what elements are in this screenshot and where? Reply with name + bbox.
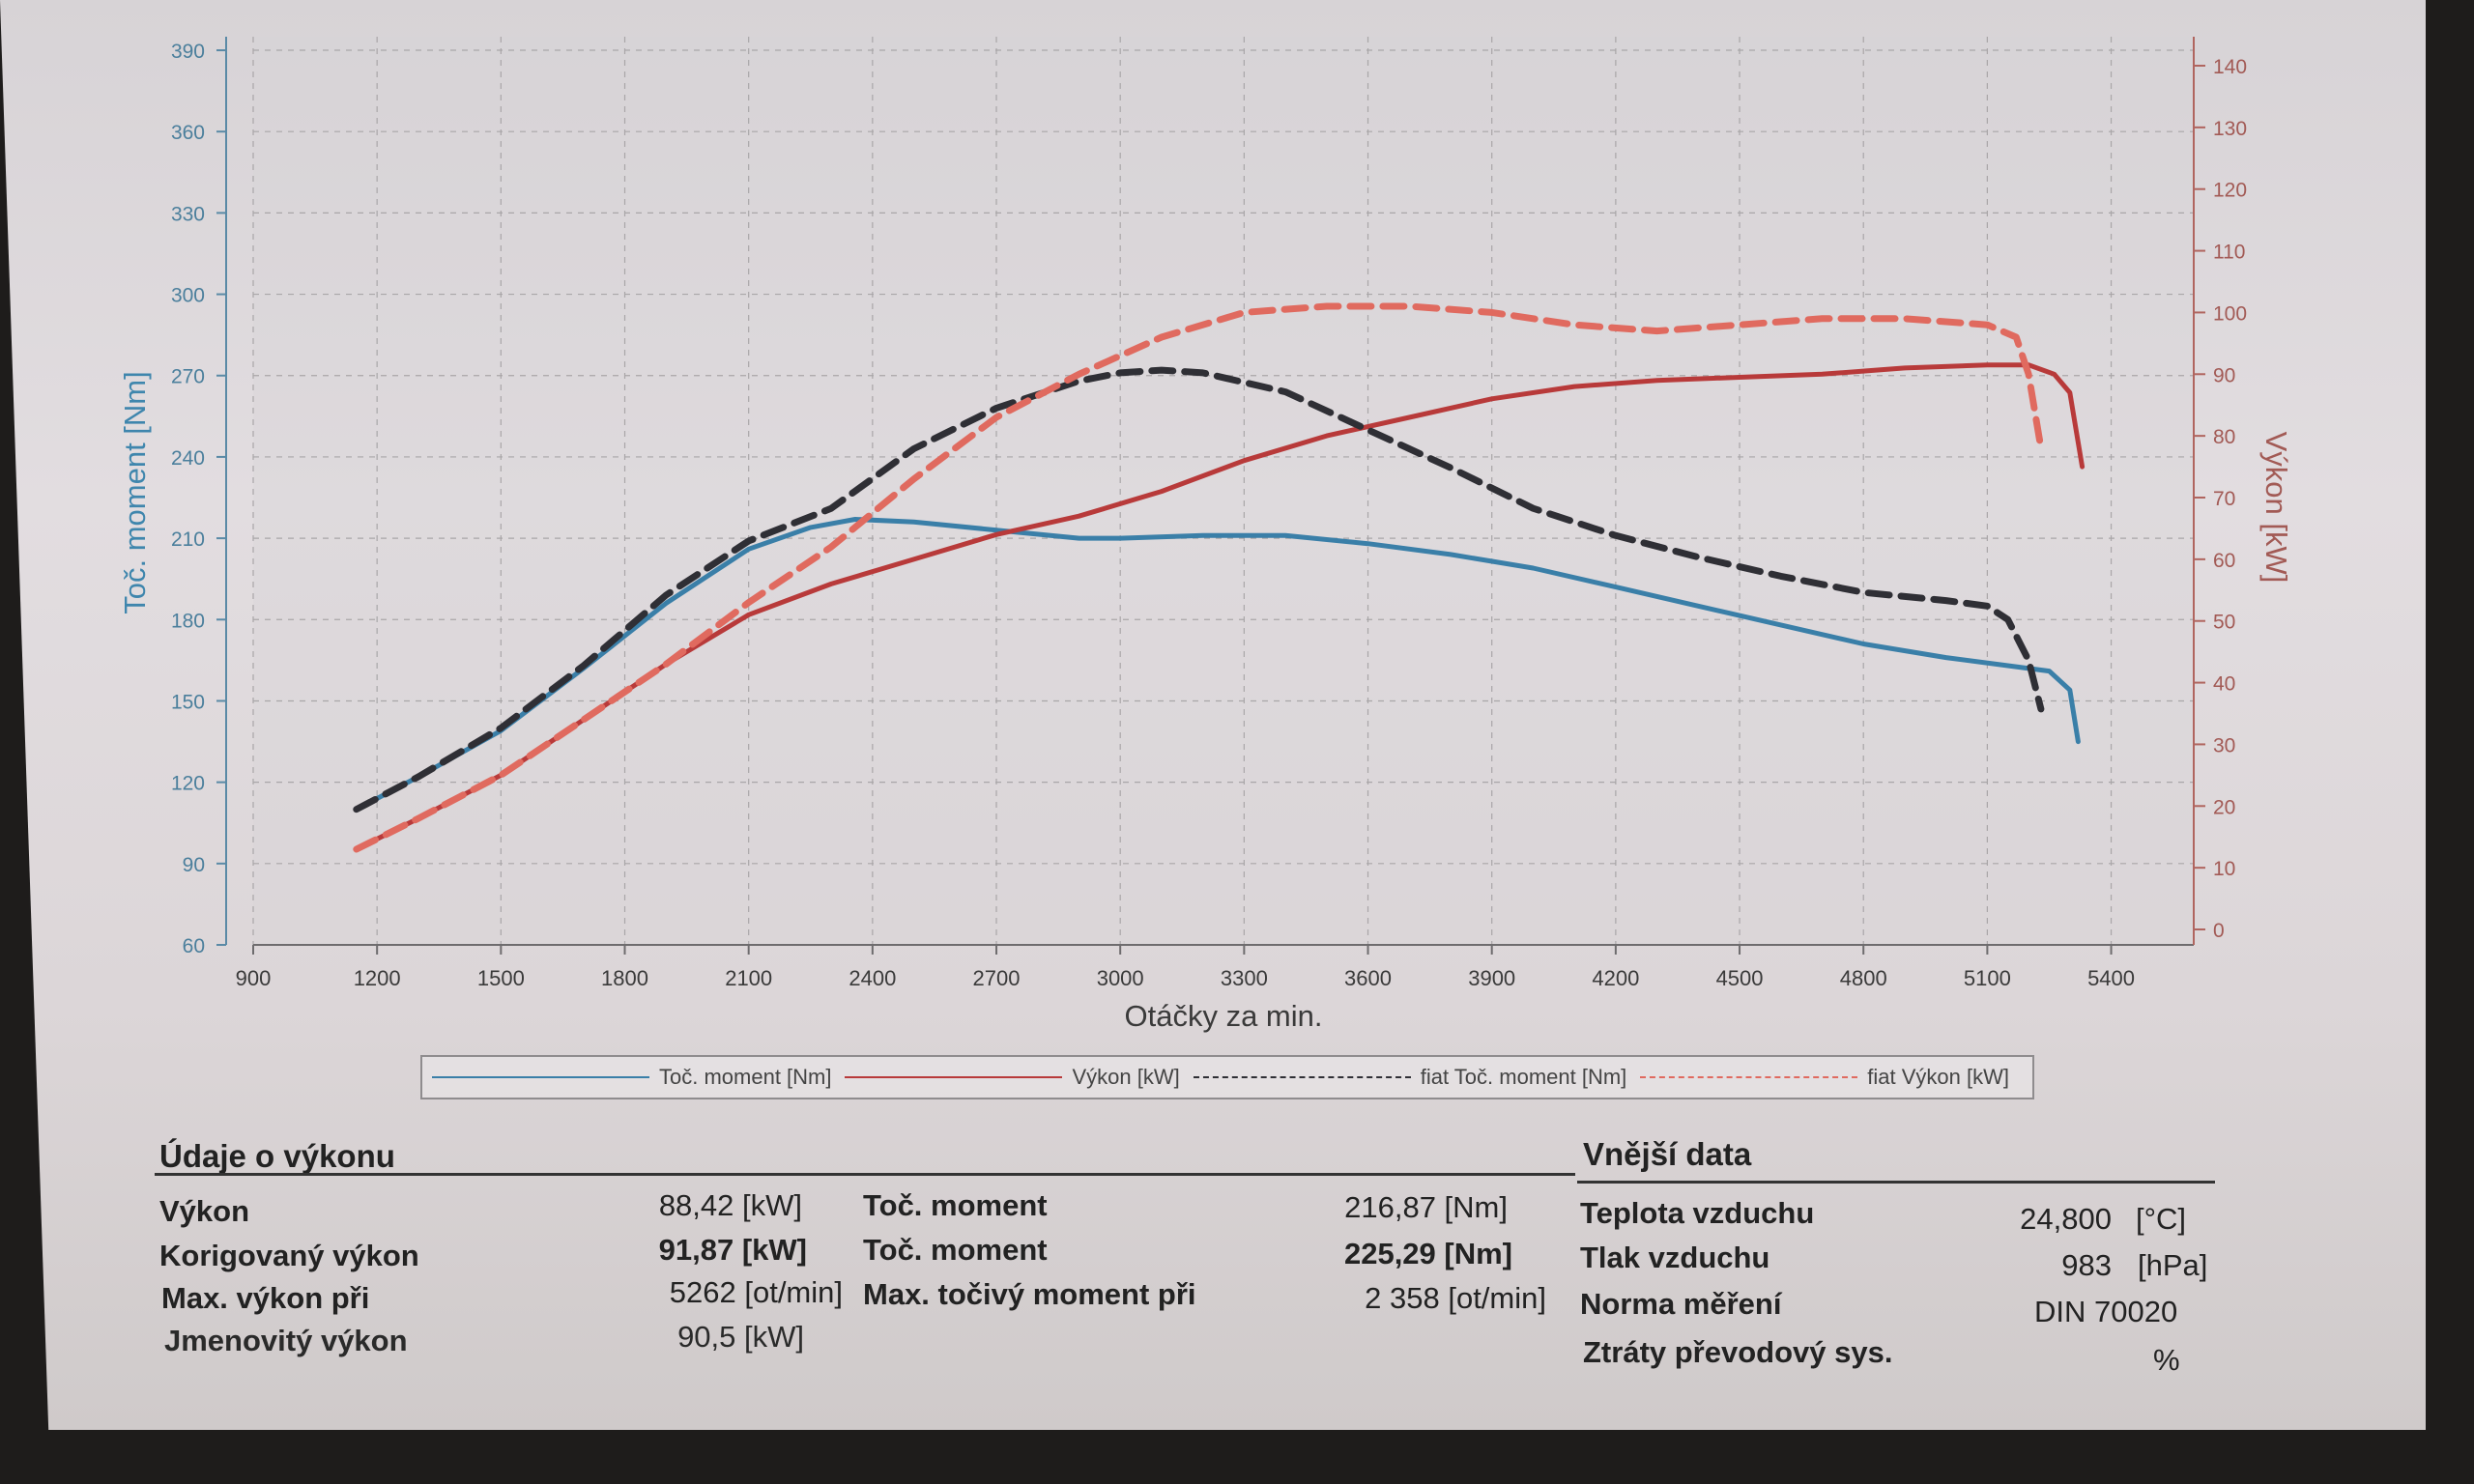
y-left-axis-title: Toč. moment [Nm] — [118, 371, 152, 614]
ext-label-2: Norma měření — [1580, 1287, 1782, 1321]
x-tick-label: 5100 — [1964, 966, 2011, 990]
perf-value-0: 88,42 [kW] — [658, 1188, 802, 1222]
x-tick-label: 5400 — [2087, 966, 2135, 990]
perf-label-1: Korigovaný výkon — [159, 1239, 419, 1272]
y-right-tick-label: 80 — [2213, 426, 2235, 448]
legend-item-fiat-torque: fiat Toč. moment [Nm] — [1193, 1065, 1627, 1090]
y-right-tick-label: 110 — [2213, 242, 2245, 264]
ext-label-0: Teplota vzduchu — [1580, 1196, 1815, 1230]
y-right-tick-label: 50 — [2213, 612, 2235, 634]
x-tick-label: 3600 — [1344, 966, 1392, 990]
ext-value-2: DIN 70020 — [2034, 1295, 2178, 1328]
legend-swatch-fiat-torque — [1193, 1076, 1411, 1078]
perf-label-2: Max. výkon při — [161, 1281, 370, 1315]
y-right-tick-label: 40 — [2213, 673, 2235, 696]
x-tick-label: 1800 — [601, 966, 648, 990]
legend-swatch-fiat-power — [1640, 1076, 1858, 1078]
y-right-tick-label: 20 — [2213, 796, 2235, 818]
y-right-tick-label: 0 — [2213, 920, 2225, 942]
y-right-tick-label: 30 — [2213, 734, 2235, 756]
performance-rule — [155, 1173, 1575, 1176]
y-left-tick-label: 360 — [171, 122, 205, 144]
perf-label-0: Výkon — [159, 1194, 250, 1228]
y-right-axis-title: Výkon [kW] — [2259, 432, 2293, 584]
ext-unit-3: % — [2153, 1343, 2180, 1377]
x-tick-label: 1200 — [354, 966, 401, 990]
y-right-tick-label: 70 — [2213, 488, 2235, 510]
legend-swatch-power — [845, 1076, 1063, 1078]
legend-item-power: Výkon [kW] — [845, 1065, 1180, 1090]
x-tick-label: 900 — [236, 966, 272, 990]
perf-label-3: Jmenovitý výkon — [164, 1324, 408, 1357]
y-right-tick-label: 140 — [2213, 56, 2247, 78]
y-right-tick-label: 10 — [2213, 858, 2235, 880]
y-left-tick-label: 90 — [183, 854, 205, 876]
y-right-tick-label: 100 — [2213, 302, 2247, 325]
ext-label-3: Ztráty převodový sys. — [1583, 1335, 1893, 1369]
y-left-tick-label: 390 — [171, 41, 205, 63]
perf-value-2: 5262 [ot/min] — [669, 1275, 843, 1309]
legend-item-fiat-power: fiat Výkon [kW] — [1640, 1065, 2009, 1090]
ext-unit-1: [hPa] — [2138, 1248, 2208, 1282]
legend-label-fiat-power: fiat Výkon [kW] — [1867, 1065, 2009, 1089]
legend-item-torque: Toč. moment [Nm] — [432, 1065, 831, 1090]
x-tick-label: 4200 — [1592, 966, 1639, 990]
x-tick-label: 3900 — [1468, 966, 1515, 990]
y-right-tick-label: 120 — [2213, 180, 2247, 202]
ext-unit-0: [°C] — [2136, 1202, 2187, 1236]
legend-swatch-torque — [432, 1076, 649, 1078]
y-left-tick-label: 330 — [171, 203, 205, 225]
legend-label-power: Výkon [kW] — [1072, 1065, 1180, 1089]
y-left-tick-label: 210 — [171, 528, 205, 551]
x-tick-label: 4800 — [1840, 966, 1887, 990]
y-right-tick-label: 130 — [2213, 118, 2247, 140]
perf-label2-2: Max. točivý moment při — [863, 1277, 1196, 1311]
perf-value-3: 90,5 [kW] — [677, 1320, 804, 1354]
chart-legend: Toč. moment [Nm] Výkon [kW] fiat Toč. mo… — [420, 1055, 2034, 1099]
ext-value-1: 983 — [2061, 1248, 2112, 1282]
series-line-3 — [353, 302, 2045, 853]
series-line-0 — [354, 517, 2081, 813]
perf-label2-0: Toč. moment — [863, 1188, 1048, 1222]
legend-label-fiat-torque: fiat Toč. moment [Nm] — [1420, 1065, 1627, 1089]
perf-value2-2: 2 358 [ot/min] — [1365, 1281, 1546, 1315]
y-right-tick-label: 90 — [2213, 364, 2235, 386]
y-left-tick-label: 240 — [171, 447, 205, 470]
x-tick-label: 2100 — [725, 966, 772, 990]
x-tick-label: 2400 — [849, 966, 896, 990]
perf-value2-0: 216,87 [Nm] — [1344, 1190, 1508, 1224]
external-heading: Vnější data — [1583, 1136, 1752, 1172]
perf-value-1: 91,87 [kW] — [658, 1233, 807, 1267]
paper-sheet — [0, 0, 2426, 1430]
x-tick-label: 3000 — [1097, 966, 1144, 990]
external-rule — [1577, 1181, 2215, 1184]
ext-label-1: Tlak vzduchu — [1580, 1241, 1770, 1274]
x-tick-label: 1500 — [477, 966, 525, 990]
y-left-tick-label: 300 — [171, 285, 205, 307]
y-left-tick-label: 150 — [171, 691, 205, 713]
ext-value-0: 24,800 — [2020, 1202, 2112, 1236]
y-left-tick-label: 60 — [183, 935, 205, 957]
x-axis-title: Otáčky za min. — [1125, 999, 1323, 1033]
x-tick-label: 3300 — [1221, 966, 1268, 990]
x-tick-label: 4500 — [1716, 966, 1764, 990]
perf-value2-1: 225,29 [Nm] — [1343, 1237, 1512, 1270]
series-line-2 — [353, 366, 2045, 813]
y-left-tick-label: 270 — [171, 366, 205, 388]
x-tick-label: 2700 — [973, 966, 1021, 990]
legend-label-torque: Toč. moment [Nm] — [659, 1065, 832, 1089]
y-right-tick-label: 60 — [2213, 550, 2235, 572]
y-left-tick-label: 120 — [171, 773, 205, 795]
perf-label2-1: Toč. moment — [863, 1233, 1048, 1267]
y-left-tick-label: 180 — [171, 610, 205, 632]
plot-area — [253, 37, 2194, 945]
performance-heading: Údaje o výkonu — [159, 1138, 395, 1174]
